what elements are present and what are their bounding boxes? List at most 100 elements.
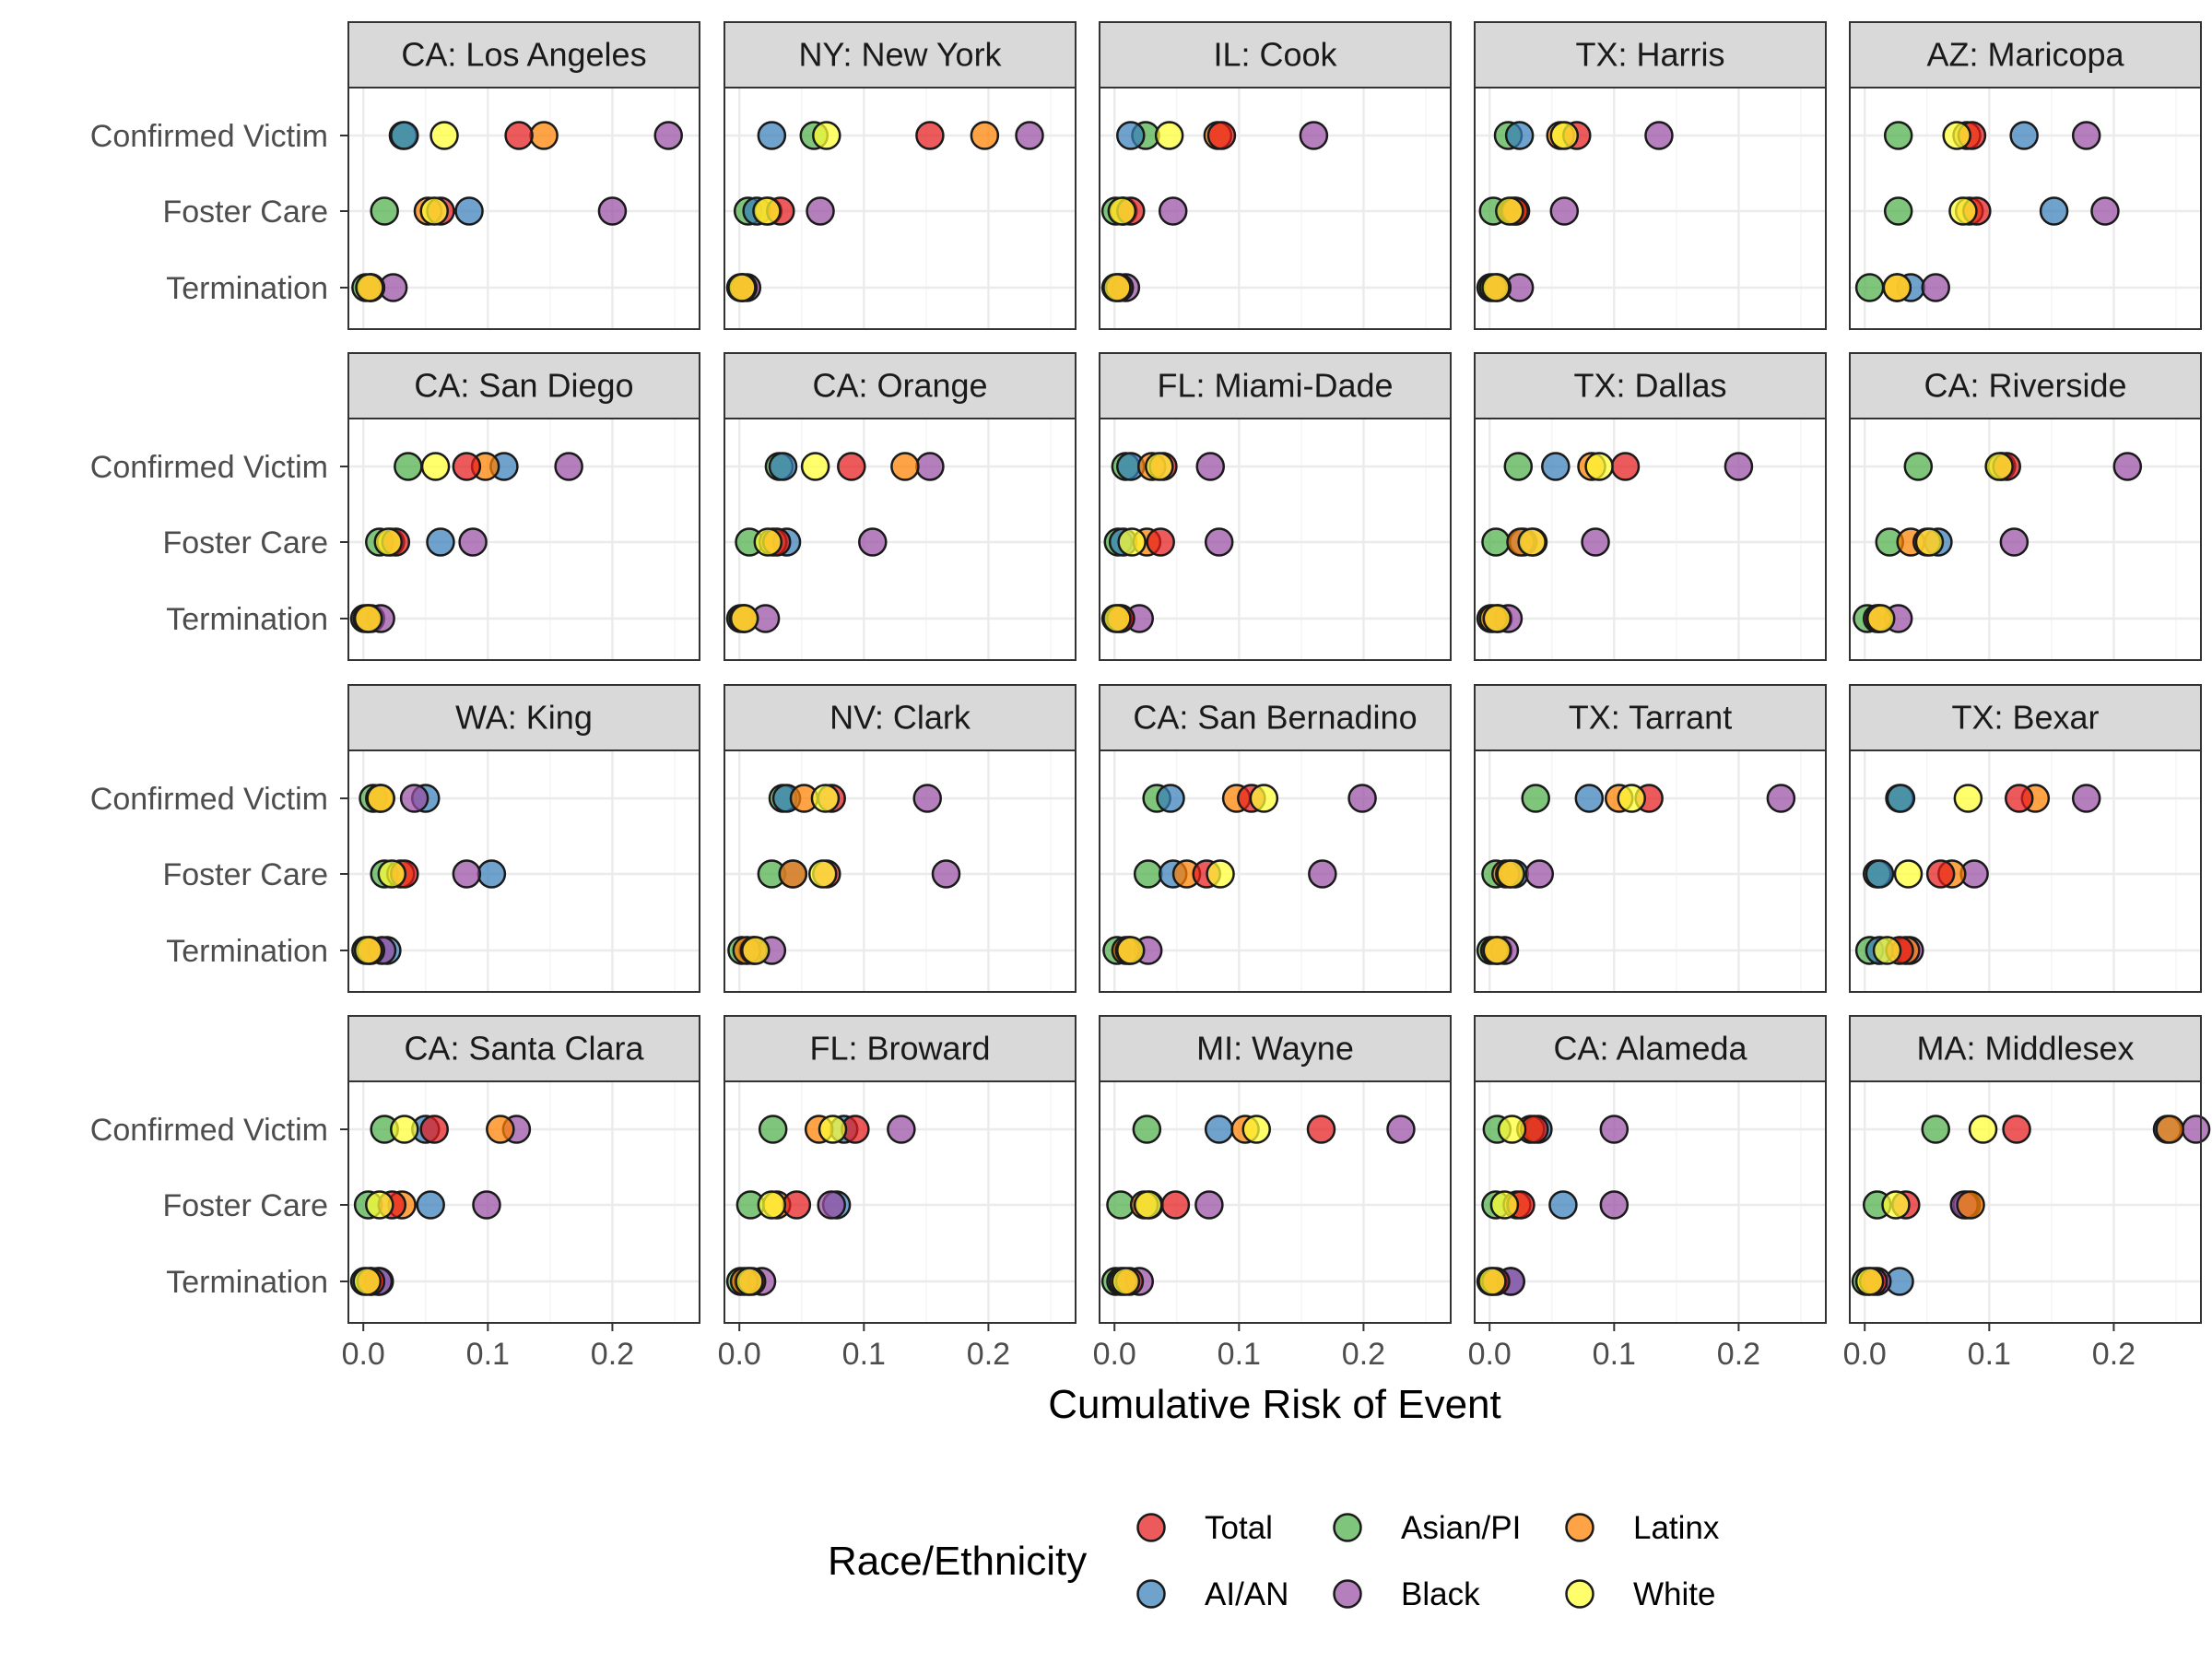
data-point-white-foster-care — [1133, 1190, 1163, 1220]
data-point-white-termination — [355, 273, 384, 302]
data-point-total-confirmed-victim — [1206, 121, 1237, 150]
data-point-ai-an-confirmed-victim — [1574, 784, 1605, 813]
data-point-black-foster-care — [1158, 196, 1188, 226]
data-point-asian-pi-confirmed-victim — [1521, 784, 1550, 813]
data-point-black-foster-care — [597, 196, 628, 226]
panel-border — [1099, 1080, 1452, 1324]
data-point-ai-an-confirmed-victim — [757, 121, 787, 150]
data-point-black-foster-care — [1549, 196, 1580, 226]
data-point-white-confirmed-victim — [1984, 452, 2014, 481]
data-point-black-confirmed-victim — [2112, 452, 2143, 481]
legend-label-latinx: Latinx — [1633, 1510, 1720, 1546]
panel-strip — [724, 684, 1077, 751]
data-point-ai-an-foster-care — [416, 1190, 445, 1220]
data-point-white-foster-care — [1517, 527, 1547, 557]
data-point-white-confirmed-victim — [1953, 784, 1983, 813]
y-tick-label-confirmed-victim: Confirmed Victim — [90, 1113, 328, 1148]
data-point-asian-pi-foster-care — [1883, 196, 1913, 226]
panel-strip — [1099, 1015, 1452, 1082]
data-point-white-foster-care — [373, 527, 403, 557]
data-point-black-confirmed-victim — [1299, 121, 1329, 150]
data-point-asian-pi-termination — [1854, 273, 1885, 302]
data-point-black-confirmed-victim — [1766, 784, 1796, 813]
panel-title: CA: Santa Clara — [404, 1030, 644, 1068]
data-point-white-confirmed-victim — [1942, 121, 1971, 150]
panel-ny-new-york: NY: New York — [724, 21, 1077, 330]
panel-ca-san-bernadino: CA: San Bernadino — [1099, 684, 1452, 993]
panel-title: TX: Tarrant — [1569, 699, 1732, 737]
x-tick-label: 0.1 — [842, 1337, 886, 1372]
data-point-white-termination — [1882, 273, 1912, 302]
panel-border — [1849, 1080, 2202, 1324]
data-point-black-foster-care — [1204, 527, 1234, 557]
data-point-asian-pi-confirmed-victim — [1921, 1115, 1950, 1144]
y-tick-label-confirmed-victim: Confirmed Victim — [90, 450, 328, 485]
legend-key-total — [1136, 1513, 1166, 1542]
legend-label-total: Total — [1205, 1510, 1273, 1546]
data-point-asian-pi-foster-care — [370, 196, 399, 226]
x-tick-label: 0.2 — [1717, 1337, 1760, 1372]
data-point-white-confirmed-victim — [1154, 121, 1184, 150]
data-point-white-foster-care — [1206, 859, 1235, 889]
data-point-ai-an-confirmed-victim — [1156, 784, 1185, 813]
data-point-white-foster-care — [365, 1190, 394, 1220]
y-tick-label-termination: Termination — [166, 1265, 328, 1300]
data-point-black-confirmed-victim — [1347, 784, 1377, 813]
legend-key-latinx — [1565, 1513, 1594, 1542]
y-tick-label-termination: Termination — [166, 271, 328, 306]
panel-border — [1849, 418, 2202, 661]
data-point-asian-pi-confirmed-victim — [1903, 452, 1934, 481]
data-point-total-confirmed-victim — [452, 452, 482, 481]
panel-title: CA: Riverside — [1924, 367, 2126, 405]
legend-key-white — [1565, 1579, 1594, 1609]
legend-key-ai-an — [1136, 1579, 1166, 1609]
data-point-total-confirmed-victim — [915, 121, 945, 150]
data-point-white-confirmed-victim — [420, 452, 451, 481]
x-tick-label: 0.1 — [1593, 1337, 1636, 1372]
y-tick-label-termination: Termination — [166, 602, 328, 637]
panel-strip — [1849, 684, 2202, 751]
panel-title: FL: Miami-Dade — [1157, 367, 1393, 405]
panel-border — [1849, 749, 2202, 993]
data-point-latinx-confirmed-victim — [890, 452, 920, 481]
data-point-white-termination — [727, 273, 757, 302]
panel-mi-wayne: MI: Wayne 0.0 0.1 0.2 — [1093, 1015, 1452, 1372]
data-point-black-confirmed-victim — [2071, 121, 2101, 150]
data-point-white-termination — [741, 936, 771, 965]
x-tick-label: 0.2 — [967, 1337, 1010, 1372]
panel-border — [347, 1080, 700, 1324]
data-point-white-foster-care — [757, 1190, 787, 1220]
panel-title: NV: Clark — [830, 699, 971, 737]
data-point-ai-an-confirmed-victim — [1116, 121, 1146, 150]
legend: Race/Ethnicity Total AI/AN Asian/PI Black La… — [828, 1510, 1720, 1612]
legend-key-asian-pi — [1333, 1513, 1362, 1542]
data-point-asian-pi-confirmed-victim — [758, 1115, 788, 1144]
panel-border — [1474, 749, 1827, 993]
panel-border — [1099, 749, 1452, 993]
panel-title: TX: Dallas — [1573, 367, 1726, 405]
data-point-ai-an-foster-care — [1548, 1190, 1578, 1220]
data-point-asian-pi-foster-care — [1481, 527, 1511, 557]
y-tick-label-foster-care: Foster Care — [163, 195, 329, 230]
x-tick-label: 0.2 — [591, 1337, 634, 1372]
data-point-white-termination — [1866, 604, 1896, 633]
data-point-ai-an-foster-care — [477, 859, 507, 889]
panel-border — [347, 418, 700, 661]
legend-label-ai-an: AI/AN — [1205, 1576, 1288, 1612]
data-point-black-confirmed-victim — [2181, 1115, 2211, 1144]
data-point-white-foster-care — [1914, 527, 1945, 557]
y-axis-labels: Confirmed Victim Foster Care Termination Co… — [90, 119, 328, 1300]
panel-strip — [1474, 352, 1827, 419]
data-point-total-confirmed-victim — [1306, 1115, 1336, 1144]
y-tick-label-foster-care: Foster Care — [163, 857, 329, 892]
data-point-white-foster-care — [1881, 1190, 1911, 1220]
y-tick-label-foster-care: Foster Care — [163, 525, 329, 561]
panel-title: AZ: Maricopa — [1926, 36, 2124, 74]
data-point-white-foster-care — [1893, 859, 1924, 889]
data-point-black-foster-care — [472, 1190, 501, 1220]
legend-label-asian-pi: Asian/PI — [1401, 1510, 1521, 1546]
panel-ca-los-angeles: CA: Los Angeles — [340, 21, 700, 330]
data-point-white-termination — [1111, 1267, 1141, 1296]
panel-title: FL: Broward — [809, 1030, 990, 1068]
